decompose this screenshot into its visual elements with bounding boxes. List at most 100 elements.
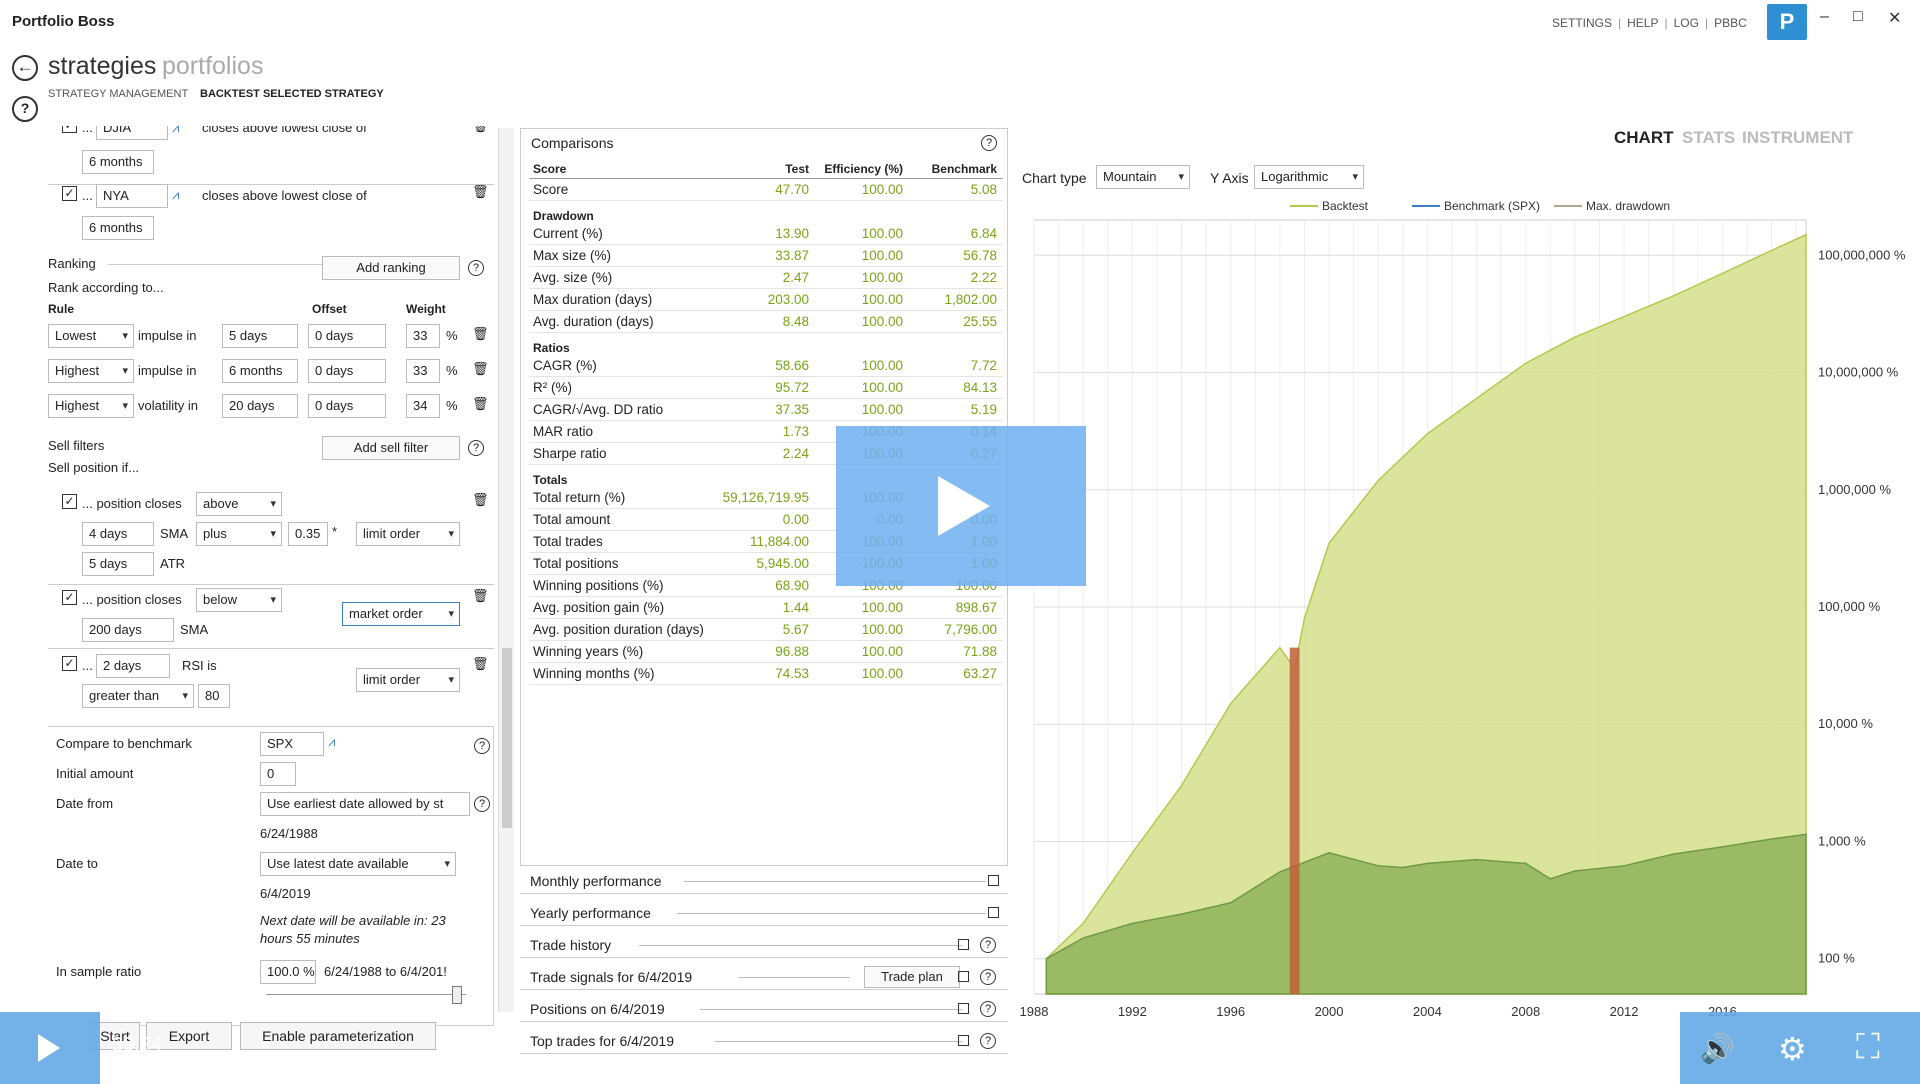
atr-period-input[interactable]: 5 days	[82, 552, 154, 576]
log-link[interactable]: LOG	[1673, 16, 1699, 30]
video-play-overlay[interactable]	[836, 426, 1086, 586]
collapsible-section[interactable]: Trade signals for 6/4/2019 Trade plan?	[520, 964, 1008, 990]
benchmark-input[interactable]: SPX	[260, 732, 324, 756]
add-sell-filter-button[interactable]: Add sell filter	[322, 436, 460, 460]
sell-filter-checkbox[interactable]: ✓	[62, 590, 77, 605]
back-arrow-icon[interactable]: ←	[12, 55, 38, 81]
collapse-icon[interactable]	[958, 971, 969, 982]
breadcrumb-management[interactable]: STRATEGY MANAGEMENT	[48, 88, 189, 100]
rank-weight-input[interactable]: 34	[406, 394, 440, 418]
collapse-icon[interactable]	[958, 1035, 969, 1046]
period-input[interactable]: 6 months	[82, 216, 154, 240]
maximize-icon[interactable]: □	[1853, 8, 1863, 25]
order-type-select[interactable]: limit order	[356, 522, 460, 546]
chart-type-select[interactable]: Mountain	[1096, 165, 1190, 189]
help-icon[interactable]: ?	[981, 135, 997, 151]
symbol-input[interactable]: DJIA	[96, 126, 168, 140]
rank-rule-select[interactable]: Lowest	[48, 324, 134, 348]
trash-icon[interactable]: 🗑	[472, 361, 489, 376]
direction-select[interactable]: above	[196, 492, 282, 516]
scrollbar-thumb[interactable]	[502, 648, 512, 828]
rank-period-input[interactable]: 5 days	[222, 324, 298, 348]
pbbc-link[interactable]: PBBC	[1714, 16, 1747, 30]
help-icon[interactable]: ?	[468, 440, 484, 456]
settings-link[interactable]: SETTINGS	[1552, 16, 1613, 30]
rank-period-input[interactable]: 6 months	[222, 359, 298, 383]
help-icon[interactable]: ?	[474, 738, 490, 754]
rank-offset-input[interactable]: 0 days	[308, 359, 386, 383]
chart-icon[interactable]: ⩘	[172, 187, 180, 202]
export-button[interactable]: Export	[146, 1022, 232, 1050]
period-input[interactable]: 6 months	[82, 150, 154, 174]
period-input[interactable]: 200 days	[82, 618, 174, 642]
collapse-icon[interactable]	[988, 875, 999, 886]
breadcrumb-backtest[interactable]: BACKTEST SELECTED STRATEGY	[200, 88, 384, 100]
volume-icon[interactable]: 🔊	[1700, 1033, 1735, 1064]
settings-gear-icon[interactable]: ⚙	[1778, 1031, 1807, 1067]
tab-portfolios[interactable]: portfolios	[162, 52, 264, 80]
collapsible-section[interactable]: Yearly performance	[520, 900, 1008, 926]
help-icon[interactable]: ?	[980, 1033, 996, 1049]
rank-offset-input[interactable]: 0 days	[308, 394, 386, 418]
multiplier-input[interactable]: 0.35	[288, 522, 328, 546]
period-input[interactable]: 4 days	[82, 522, 154, 546]
rank-weight-input[interactable]: 33	[406, 359, 440, 383]
ratio-slider-track[interactable]	[266, 994, 466, 995]
help-icon[interactable]: ?	[474, 796, 490, 812]
chart-icon[interactable]: ⩘	[328, 734, 336, 749]
collapsible-section[interactable]: Trade history?	[520, 932, 1008, 958]
rank-period-input[interactable]: 20 days	[222, 394, 298, 418]
collapsible-section[interactable]: Top trades for 6/4/2019?	[520, 1028, 1008, 1054]
order-type-select[interactable]: market order	[342, 602, 460, 626]
trash-icon[interactable]: 🗑	[472, 326, 489, 341]
trash-icon[interactable]: 🗑	[472, 492, 489, 507]
y-axis-select[interactable]: Logarithmic	[1254, 165, 1364, 189]
order-type-select[interactable]: limit order	[356, 668, 460, 692]
help-icon[interactable]: ?	[980, 937, 996, 953]
trash-icon[interactable]: 🗑	[472, 588, 489, 603]
date-to-select[interactable]: Use latest date available	[260, 852, 456, 876]
initial-amount-input[interactable]: 0	[260, 762, 296, 786]
add-ranking-button[interactable]: Add ranking	[322, 256, 460, 280]
video-play-button[interactable]	[0, 1012, 100, 1084]
symbol-input[interactable]: NYA	[96, 184, 168, 208]
date-from-select[interactable]: Use earliest date allowed by st	[260, 792, 470, 816]
collapse-icon[interactable]	[958, 939, 969, 950]
minimize-icon[interactable]: –	[1820, 8, 1829, 25]
help-icon[interactable]: ?	[468, 260, 484, 276]
threshold-input[interactable]: 80	[198, 684, 230, 708]
help-icon[interactable]: ?	[12, 96, 38, 122]
fullscreen-icon[interactable]: ⛶	[1856, 1028, 1880, 1066]
trade-plan-button[interactable]: Trade plan	[864, 966, 960, 988]
direction-select[interactable]: below	[196, 588, 282, 612]
trash-icon[interactable]: 🗑	[472, 396, 489, 411]
comparison-select[interactable]: greater than	[82, 684, 194, 708]
collapsible-section[interactable]: Positions on 6/4/2019?	[520, 996, 1008, 1022]
rank-weight-input[interactable]: 33	[406, 324, 440, 348]
rank-rule-select[interactable]: Highest	[48, 359, 134, 383]
tab-stats[interactable]: STATS	[1682, 128, 1736, 147]
rank-rule-select[interactable]: Highest	[48, 394, 134, 418]
trash-icon[interactable]: 🗑	[472, 184, 489, 199]
close-icon[interactable]: ✕	[1888, 10, 1902, 27]
trash-icon[interactable]: 🗑	[472, 656, 489, 671]
period-input[interactable]: 2 days	[96, 654, 170, 678]
help-icon[interactable]: ?	[980, 1001, 996, 1017]
tab-instrument[interactable]: INSTRUMENT	[1742, 128, 1854, 147]
ratio-slider-thumb[interactable]	[452, 986, 462, 1004]
left-scrollbar[interactable]	[498, 128, 514, 1012]
rank-offset-input[interactable]: 0 days	[308, 324, 386, 348]
enable-parameterization-button[interactable]: Enable parameterization	[240, 1022, 436, 1050]
in-sample-ratio-input[interactable]: 100.0 %	[260, 960, 316, 984]
sell-filter-checkbox[interactable]: ✓	[62, 656, 77, 671]
collapse-icon[interactable]	[958, 1003, 969, 1014]
operator-select[interactable]: plus	[196, 522, 282, 546]
collapsible-section[interactable]: Monthly performance	[520, 868, 1008, 894]
buy-filter-checkbox[interactable]: ✓	[62, 186, 77, 201]
help-link[interactable]: HELP	[1627, 16, 1659, 30]
tab-strategies[interactable]: strategies	[48, 52, 157, 80]
help-icon[interactable]: ?	[980, 969, 996, 985]
chart-icon[interactable]: ⩘	[172, 126, 180, 135]
trash-icon[interactable]: 🗑	[472, 126, 489, 134]
sell-filter-checkbox[interactable]: ✓	[62, 494, 77, 509]
